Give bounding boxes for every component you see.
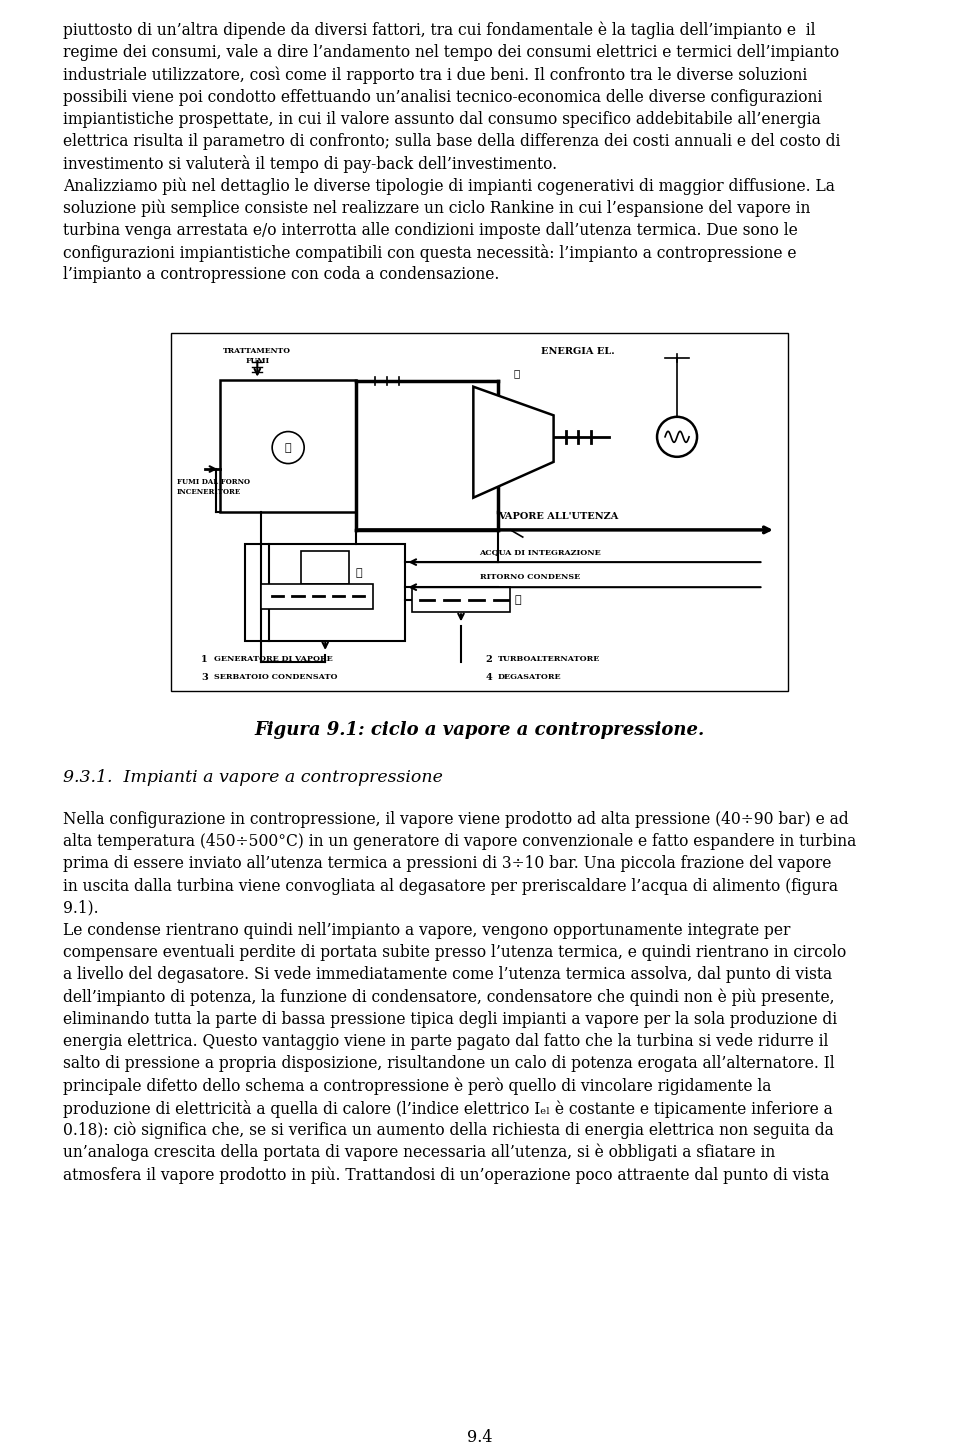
Text: energia elettrica. Questo vantaggio viene in parte pagato dal fatto che la turbi: energia elettrica. Questo vantaggio vien… (63, 1033, 828, 1051)
Text: Le condense rientrano quindi nell’impianto a vapore, vengono opportunamente inte: Le condense rientrano quindi nell’impian… (63, 921, 790, 939)
Text: ①: ① (285, 443, 292, 453)
Circle shape (273, 431, 304, 463)
Text: 2: 2 (485, 656, 492, 665)
Text: Nella configurazione in contropressione, il vapore viene prodotto ad alta pressi: Nella configurazione in contropressione,… (63, 811, 849, 829)
Bar (261, 583, 373, 608)
Text: turbina venga arrestata e/o interrotta alle condizioni imposte dall’utenza termi: turbina venga arrestata e/o interrotta a… (63, 222, 798, 239)
Text: ②: ② (514, 369, 519, 377)
Text: piuttosto di un’altra dipende da diversi fattori, tra cui fondamentale è la tagl: piuttosto di un’altra dipende da diversi… (63, 22, 815, 39)
Text: Analizziamo più nel dettaglio le diverse tipologie di impianti cogenerativi di m: Analizziamo più nel dettaglio le diverse… (63, 177, 835, 194)
Text: FUMI DAL FORNO
INCENERITORE: FUMI DAL FORNO INCENERITORE (177, 479, 250, 496)
Text: 9.3.1.  Impianti a vapore a contropressione: 9.3.1. Impianti a vapore a contropressio… (63, 769, 443, 786)
Text: 4: 4 (485, 673, 492, 682)
Text: un’analoga crescita della portata di vapore necessaria all’utenza, si è obbligat: un’analoga crescita della portata di vap… (63, 1143, 776, 1161)
Text: 3: 3 (202, 673, 208, 682)
Bar (412, 588, 511, 612)
Text: configurazioni impiantistiche compatibili con questa necessità: l’impianto a con: configurazioni impiantistiche compatibil… (63, 244, 797, 263)
Text: alta temperatura (450÷500°C) in un generatore di vapore convenzionale e fatto es: alta temperatura (450÷500°C) in un gener… (63, 833, 856, 850)
Text: 9.4: 9.4 (468, 1429, 492, 1447)
Text: industriale utilizzatore, così come il rapporto tra i due beni. Il confronto tra: industriale utilizzatore, così come il r… (63, 67, 807, 84)
Text: 1: 1 (202, 656, 208, 665)
Text: regime dei consumi, vale a dire l’andamento nel tempo dei consumi elettrici e te: regime dei consumi, vale a dire l’andame… (63, 44, 839, 61)
Text: a livello del degasatore. Si vede immediatamente come l’utenza termica assolva, : a livello del degasatore. Si vede immedi… (63, 966, 832, 984)
Bar (301, 551, 349, 583)
Text: ENERGIA EL.: ENERGIA EL. (541, 347, 614, 357)
Bar (220, 380, 356, 512)
Text: impiantistiche prospettate, in cui il valore assunto dal consumo specifico addeb: impiantistiche prospettate, in cui il va… (63, 110, 821, 128)
Text: l’impianto a contropressione con coda a condensazione.: l’impianto a contropressione con coda a … (63, 266, 499, 283)
Text: investimento si valuterà il tempo di pay-back dell’investimento.: investimento si valuterà il tempo di pay… (63, 155, 557, 173)
Bar (245, 544, 405, 641)
Text: VAPORE ALL'UTENZA: VAPORE ALL'UTENZA (498, 512, 618, 521)
Text: in uscita dalla turbina viene convogliata al degasatore per preriscaldare l’acqu: in uscita dalla turbina viene convogliat… (63, 878, 838, 895)
Text: atmosfera il vapore prodotto in più. Trattandosi di un’operazione poco attraente: atmosfera il vapore prodotto in più. Tra… (63, 1167, 829, 1184)
Text: salto di pressione a propria disposizione, risultandone un calo di potenza eroga: salto di pressione a propria disposizion… (63, 1055, 834, 1072)
Text: prima di essere inviato all’utenza termica a pressioni di 3÷10 bar. Una piccola : prima di essere inviato all’utenza termi… (63, 856, 831, 872)
Bar (171, 332, 788, 691)
Text: TURBOALTERNATORE: TURBOALTERNATORE (498, 656, 600, 663)
Text: TRATTAMENTO
FUMI: TRATTAMENTO FUMI (224, 347, 291, 364)
Text: soluzione più semplice consiste nel realizzare un ciclo Rankine in cui l’espansi: soluzione più semplice consiste nel real… (63, 200, 810, 218)
Text: 0.18): ciò significa che, se si verifica un aumento della richiesta di energia e: 0.18): ciò significa che, se si verifica… (63, 1122, 833, 1139)
Text: principale difetto dello schema a contropressione è però quello di vincolare rig: principale difetto dello schema a contro… (63, 1078, 772, 1096)
Text: possibili viene poi condotto effettuando un’analisi tecnico-economica delle dive: possibili viene poi condotto effettuando… (63, 89, 823, 106)
Text: eliminando tutta la parte di bassa pressione tipica degli impianti a vapore per : eliminando tutta la parte di bassa press… (63, 1011, 837, 1027)
Text: SERBATOIO CONDENSATO: SERBATOIO CONDENSATO (214, 673, 338, 681)
Text: ③: ③ (515, 595, 521, 605)
Circle shape (657, 416, 697, 457)
Text: Figura 9.1: ciclo a vapore a contropressione.: Figura 9.1: ciclo a vapore a contropress… (254, 721, 706, 739)
Text: ④: ④ (355, 567, 362, 577)
Text: 9.1).: 9.1). (63, 900, 99, 917)
Text: RITORNO CONDENSE: RITORNO CONDENSE (479, 573, 580, 580)
Text: ACQUA DI INTEGRAZIONE: ACQUA DI INTEGRAZIONE (479, 548, 601, 556)
Text: produzione di elettricità a quella di calore (l’indice elettrico Iₑₗ è costante : produzione di elettricità a quella di ca… (63, 1100, 832, 1117)
Text: dell’impianto di potenza, la funzione di condensatore, condensatore che quindi n: dell’impianto di potenza, la funzione di… (63, 988, 834, 1006)
Text: compensare eventuali perdite di portata subite presso l’utenza termica, e quindi: compensare eventuali perdite di portata … (63, 945, 847, 961)
Text: DEGASATORE: DEGASATORE (498, 673, 562, 681)
Text: GENERATORE DI VAPORE: GENERATORE DI VAPORE (214, 656, 333, 663)
Text: elettrica risulta il parametro di confronto; sulla base della differenza dei cos: elettrica risulta il parametro di confro… (63, 133, 840, 149)
Polygon shape (473, 387, 554, 498)
